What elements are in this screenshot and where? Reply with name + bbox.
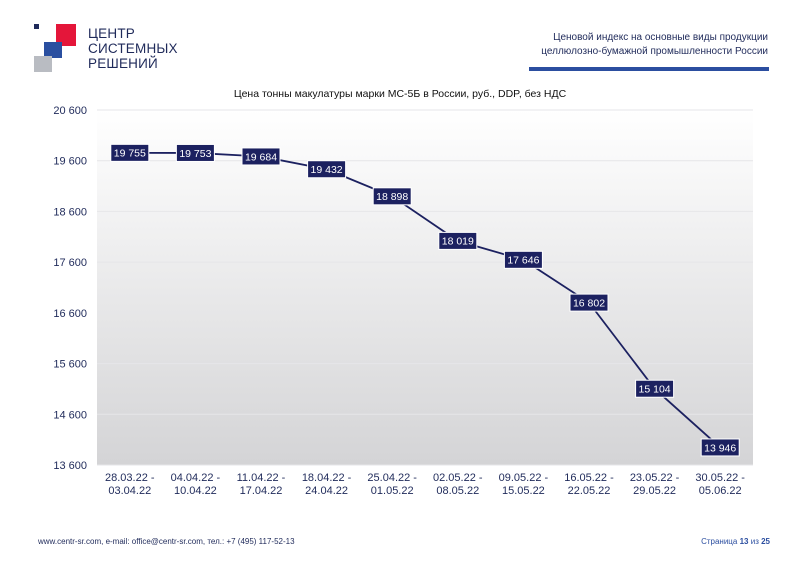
y-axis-tick-labels: 13 600 14 600 15 600 16 600 17 600 18 600 19 6… — [53, 105, 87, 472]
y-tick-label: 15 600 — [53, 359, 87, 371]
y-tick-label: 18 600 — [53, 206, 87, 218]
data-label: 18 898 — [376, 191, 408, 203]
x-tick-label-line: 15.05.22 — [502, 485, 545, 497]
data-label: 19 684 — [245, 151, 277, 163]
x-tick-label-line: 25.04.22 - — [367, 472, 417, 484]
x-tick-label: 25.04.22 -01.05.22 — [367, 472, 417, 497]
y-tick-label: 13 600 — [53, 460, 87, 472]
page-prefix: Страница — [701, 537, 738, 546]
report-title-line-2: целлюлозно-бумажной промышленности Росси… — [541, 46, 768, 57]
company-logo: ЦЕНТР СИСТЕМНЫХ РЕШЕНИЙ — [34, 24, 194, 76]
data-label-box — [569, 293, 609, 312]
data-label-box — [635, 379, 675, 398]
chart-title: Цена тонны макулатуры марки МС-5Б в Росс… — [233, 88, 567, 100]
x-tick-label: 16.05.22 -22.05.22 — [564, 472, 614, 497]
y-tick-label: 17 600 — [53, 257, 87, 269]
logo-line-1: ЦЕНТР — [88, 26, 135, 41]
data-label: 15 104 — [639, 384, 671, 396]
x-tick-label-line: 04.04.22 - — [171, 472, 221, 484]
x-tick-label: 30.05.22 -05.06.22 — [695, 472, 745, 497]
logo-line-2: СИСТЕМНЫХ — [88, 41, 178, 56]
header-accent-bar — [529, 67, 769, 71]
x-tick-label: 11.04.22 -17.04.22 — [237, 472, 286, 497]
data-label-box — [438, 231, 478, 250]
data-label: 18 019 — [442, 236, 474, 248]
report-title-line-1: Ценовой индекс на основные виды продукци… — [553, 32, 768, 43]
data-label-box — [241, 147, 281, 166]
x-tick-label-line: 24.04.22 — [305, 485, 348, 497]
x-tick-label: 18.04.22 -24.04.22 — [302, 472, 352, 497]
data-label-box — [372, 187, 412, 206]
data-label: 16 802 — [573, 297, 605, 309]
data-labels: 19 755 19 753 19 684 19 432 18 898 18 019 17 6… — [110, 143, 740, 457]
x-tick-label: 02.05.22 -08.05.22 — [433, 472, 483, 497]
data-label: 19 753 — [179, 148, 211, 160]
x-tick-label-line: 01.05.22 — [371, 485, 414, 497]
data-label-box — [175, 143, 215, 162]
x-tick-label-line: 05.06.22 — [699, 485, 742, 497]
x-tick-label: 28.03.22 -03.04.22 — [105, 472, 155, 497]
data-label-box — [110, 143, 150, 162]
x-tick-label-line: 22.05.22 — [568, 485, 611, 497]
data-label: 19 755 — [114, 148, 146, 160]
x-tick-label: 09.05.22 -15.05.22 — [499, 472, 549, 497]
x-tick-label-line: 03.04.22 — [108, 485, 151, 497]
data-label: 19 432 — [311, 164, 343, 176]
y-tick-label: 19 600 — [53, 156, 87, 168]
x-tick-label-line: 10.04.22 — [174, 485, 217, 497]
plot-area — [97, 110, 753, 465]
data-label-box — [503, 250, 543, 269]
x-tick-label-line: 02.05.22 - — [433, 472, 483, 484]
page-separator: из — [750, 537, 759, 546]
y-tick-label: 20 600 — [53, 105, 87, 117]
series-polyline — [129, 151, 721, 449]
page-indicator: Страница 13 из 25 — [701, 537, 770, 546]
footer-contacts: www.centr-sr.com, e-mail: office@centr-s… — [38, 537, 295, 546]
data-label-box — [700, 438, 740, 457]
x-axis-tick-labels: 28.03.22 -03.04.22 04.04.22 -10.04.22 11.0… — [105, 472, 745, 497]
y-tick-label: 14 600 — [53, 409, 87, 421]
gridlines — [97, 109, 753, 466]
x-tick-label-line: 29.05.22 — [633, 485, 676, 497]
page-number: 13 — [739, 537, 749, 546]
x-tick-label-line: 16.05.22 - — [564, 472, 614, 484]
x-tick-label: 23.05.22 -29.05.22 — [630, 472, 680, 497]
report-title: Ценовой индекс на основные виды продукци… — [448, 31, 768, 59]
x-tick-label-line: 17.04.22 — [240, 485, 283, 497]
data-label: 13 946 — [704, 442, 736, 454]
x-tick-label-line: 08.05.22 — [436, 485, 479, 497]
y-tick-label: 16 600 — [53, 308, 87, 320]
x-tick-label-line: 28.03.22 - — [105, 472, 155, 484]
x-tick-label-line: 23.05.22 - — [630, 472, 680, 484]
logo-mark-icon — [34, 24, 82, 74]
x-tick-label-line: 09.05.22 - — [499, 472, 549, 484]
data-label-box — [307, 160, 347, 179]
logo-text: ЦЕНТР СИСТЕМНЫХ РЕШЕНИЙ — [88, 26, 178, 71]
logo-line-3: РЕШЕНИЙ — [88, 56, 158, 71]
x-tick-label-line: 18.04.22 - — [302, 472, 352, 484]
x-tick-label: 04.04.22 -10.04.22 — [171, 472, 221, 497]
data-label: 17 646 — [507, 255, 539, 267]
x-tick-label-line: 30.05.22 - — [695, 472, 745, 484]
x-tick-label-line: 11.04.22 - — [237, 472, 286, 484]
page-total: 25 — [761, 537, 770, 546]
